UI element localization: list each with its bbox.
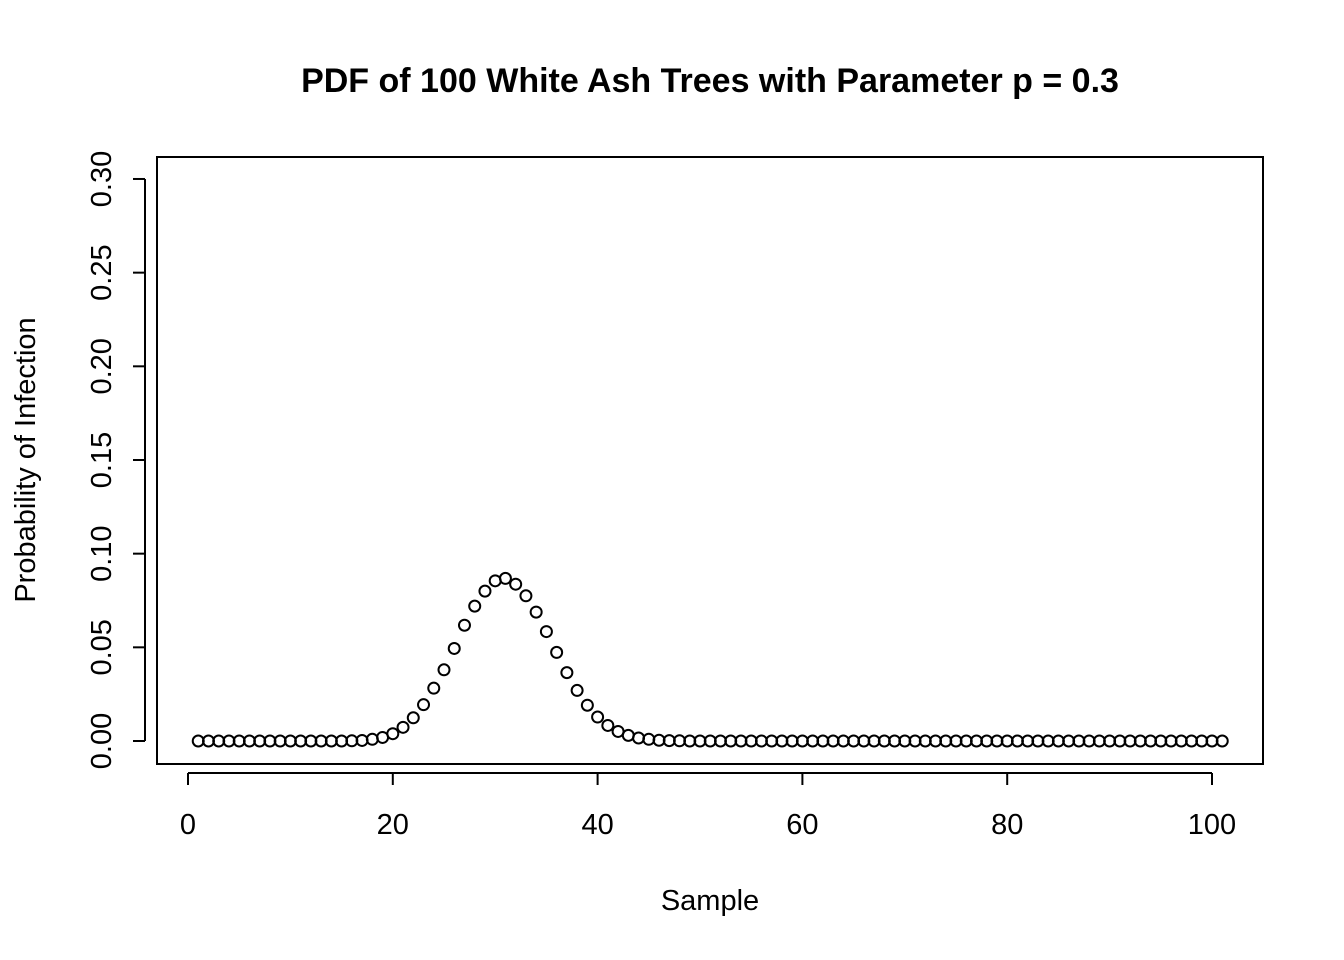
y-tick-label: 0.20 [86,338,118,394]
data-points [191,571,1229,748]
data-point [396,720,410,734]
y-tick-label: 0.00 [86,713,118,769]
data-point [478,584,492,598]
data-point [550,645,564,659]
data-point [488,574,502,588]
y-axis-label: Probability of Infection [10,317,42,602]
data-point [591,710,605,724]
y-tick-label: 0.25 [86,244,118,300]
data-point [468,599,482,613]
y-tick-label: 0.10 [86,525,118,581]
data-point [560,666,574,680]
y-axis: 0.00 0.05 0.10 0.15 0.20 0.25 0.30 [86,151,146,769]
data-point [386,727,400,741]
x-tick-label: 40 [581,809,613,841]
y-tick-label: 0.05 [86,619,118,675]
data-point [417,698,431,712]
y-tick-label: 0.30 [86,151,118,207]
data-point [580,698,594,712]
x-tick-label: 0 [180,809,196,841]
data-point [427,681,441,695]
x-axis-label: Sample [661,885,759,917]
plot-frame [156,156,1264,765]
data-point [621,728,635,742]
x-tick-label: 60 [786,809,818,841]
chart-title: PDF of 100 White Ash Trees with Paramete… [301,62,1119,100]
data-point [632,731,646,745]
data-point [447,641,461,655]
y-tick-label: 0.15 [86,432,118,488]
data-point [539,625,553,639]
x-tick-label: 80 [991,809,1023,841]
data-point [601,718,615,732]
x-tick-label: 100 [1188,809,1236,841]
data-point [509,577,523,591]
x-tick-label: 20 [377,809,409,841]
data-point [457,618,471,632]
data-point [519,589,533,603]
data-point [437,663,451,677]
x-axis: 0 20 40 60 80 100 [180,772,1236,841]
data-point [1215,734,1229,748]
data-point [406,711,420,725]
data-point [529,605,543,619]
data-point [570,683,584,697]
data-point [498,571,512,585]
